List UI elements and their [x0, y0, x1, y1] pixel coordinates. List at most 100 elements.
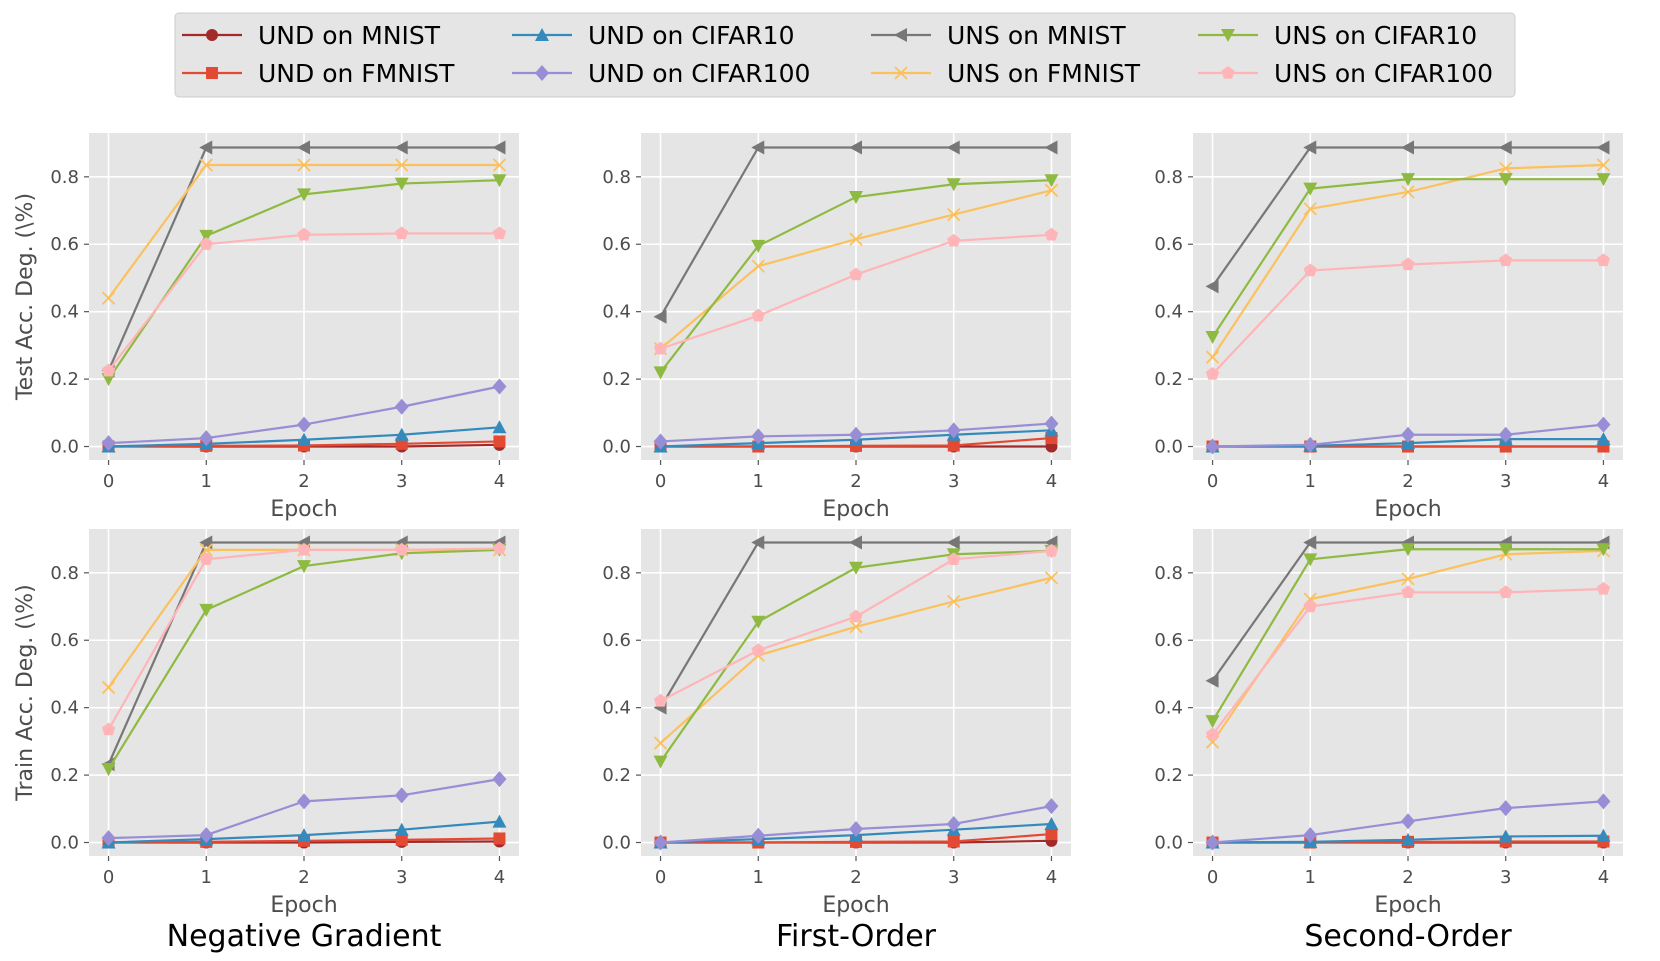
data-point-uns_cifar100	[1044, 227, 1059, 241]
data-point-und_cifar100	[1303, 827, 1318, 844]
data-point-uns_cifar100	[1303, 599, 1317, 613]
y-tick-label: 0.8	[1154, 563, 1183, 584]
data-point-uns_mnist	[1205, 673, 1219, 688]
data-point-uns_fmnist	[199, 543, 213, 557]
data-point-uns_cifar10	[1498, 543, 1513, 557]
data-point-uns_cifar100	[653, 693, 668, 707]
panel-r1-c2: 0 1 2 3 4 0.0 0.2 0.4 0.6 0.8 Epoch	[1154, 529, 1623, 918]
x-axis-label: Epoch	[1374, 497, 1441, 522]
data-point-uns_cifar100	[1499, 585, 1513, 599]
y-tick-label: 0.6	[50, 234, 79, 255]
data-point-uns_mnist	[394, 140, 408, 155]
data-point-uns_fmnist	[849, 232, 863, 246]
data-point-uns_cifar100	[199, 552, 213, 565]
legend-label-uns_mnist: UNS on MNIST	[947, 21, 1126, 50]
data-point-und_cifar100	[1498, 800, 1513, 817]
data-point-und_cifar100	[394, 398, 409, 415]
x-tick-label: 2	[850, 471, 861, 492]
data-point-und_cifar100	[751, 428, 766, 445]
y-tick-label: 0.0	[602, 833, 631, 854]
data-point-uns_cifar10	[946, 178, 961, 192]
data-point-und_cifar100	[1596, 793, 1611, 810]
x-tick-label: 1	[201, 471, 212, 492]
x-axis-label: Epoch	[270, 497, 337, 522]
y-tick-label: 0.2	[1154, 369, 1183, 390]
data-point-uns_fmnist	[492, 158, 507, 172]
data-point-uns_fmnist	[1401, 185, 1415, 199]
data-point-uns_cifar100	[395, 542, 409, 556]
data-point-und_cifar10	[1596, 432, 1611, 446]
data-point-uns_fmnist	[947, 594, 961, 609]
series-uns_mnist	[653, 140, 1058, 324]
series-und_cifar100	[653, 798, 1059, 851]
series-uns_mnist	[1205, 140, 1610, 294]
legend-entry-und_cifar10: UND on CIFAR10	[512, 21, 794, 50]
data-point-uns_mnist	[849, 140, 862, 155]
x-tick-label: 0	[103, 471, 114, 492]
data-point-uns_cifar10	[653, 755, 668, 769]
data-point-und_cifar100	[492, 771, 507, 788]
series-uns_fmnist	[101, 158, 507, 305]
data-point-und_cifar10	[1596, 828, 1611, 842]
x-tick-label: 1	[201, 867, 212, 888]
data-point-uns_cifar10	[297, 560, 311, 574]
y-tick-label: 0.6	[1154, 234, 1183, 255]
data-point-und_fmnist	[1045, 828, 1058, 841]
data-point-und_fmnist	[493, 435, 506, 448]
data-point-uns_fmnist	[1499, 161, 1513, 176]
series-uns_fmnist	[1205, 158, 1611, 364]
data-point-und_fmnist	[947, 835, 960, 848]
series-uns_cifar100	[653, 543, 1059, 707]
data-point-und_cifar100	[492, 378, 507, 395]
data-point-uns_cifar10	[1596, 173, 1611, 187]
data-point-uns_fmnist	[751, 259, 765, 273]
data-point-und_cifar100	[946, 422, 961, 439]
legend-marker-und_mnist	[206, 29, 218, 41]
data-point-uns_cifar10	[1303, 553, 1318, 567]
data-point-uns_fmnist	[947, 207, 961, 222]
data-point-und_cifar100	[849, 821, 863, 838]
legend-label-uns_cifar10: UNS on CIFAR10	[1274, 21, 1477, 50]
data-point-uns_fmnist	[1596, 158, 1611, 172]
data-point-uns_mnist	[1044, 140, 1058, 155]
x-tick-label: 4	[1046, 867, 1057, 888]
data-point-uns_cifar10	[1205, 330, 1220, 344]
data-point-uns_fmnist	[199, 158, 213, 172]
data-point-und_cifar10	[297, 432, 311, 446]
data-point-und_cifar100	[849, 426, 863, 443]
data-point-und_cifar100	[653, 834, 668, 851]
legend-marker-uns_cifar100	[1221, 66, 1235, 79]
method-titles: Negative Gradient First-Order Second-Order	[167, 919, 1513, 954]
method-title: First-Order	[776, 919, 937, 954]
data-point-uns_cifar10	[1401, 543, 1415, 557]
series-uns_cifar100	[653, 227, 1059, 355]
data-point-uns_fmnist	[1401, 572, 1415, 586]
y-tick-label: 0.2	[1154, 765, 1183, 786]
series-uns_mnist	[101, 140, 506, 378]
data-point-uns_fmnist	[653, 736, 668, 750]
y-tick-label: 0.0	[602, 437, 631, 458]
data-point-und_cifar10	[1498, 829, 1513, 843]
data-point-und_cifar100	[101, 830, 116, 847]
data-point-und_cifar10	[492, 420, 507, 434]
data-point-und_cifar100	[1205, 834, 1220, 851]
data-point-uns_cifar10	[1498, 173, 1513, 187]
data-point-uns_cifar10	[1596, 543, 1611, 557]
data-point-uns_cifar10	[849, 191, 863, 205]
x-tick-label: 0	[655, 471, 666, 492]
data-point-uns_cifar10	[394, 177, 409, 191]
data-point-uns_cifar100	[849, 267, 863, 281]
series-und_cifar100	[653, 415, 1059, 450]
series-uns_cifar100	[1205, 582, 1611, 741]
data-point-und_cifar100	[1205, 438, 1220, 455]
data-point-und_cifar100	[1303, 436, 1318, 453]
series-uns_cifar10	[653, 174, 1059, 380]
y-tick-label: 0.2	[50, 765, 79, 786]
y-tick-label: 0.0	[1154, 437, 1183, 458]
x-tick-label: 0	[1207, 867, 1218, 888]
legend: UND on MNIST UND on FMNIST UND on CIFAR10 U…	[174, 12, 1516, 98]
y-tick-label: 0.8	[602, 167, 631, 188]
data-point-und_cifar10	[297, 828, 311, 842]
series-uns_cifar100	[101, 226, 507, 377]
legend-label-und_cifar100: UND on CIFAR100	[588, 59, 810, 88]
